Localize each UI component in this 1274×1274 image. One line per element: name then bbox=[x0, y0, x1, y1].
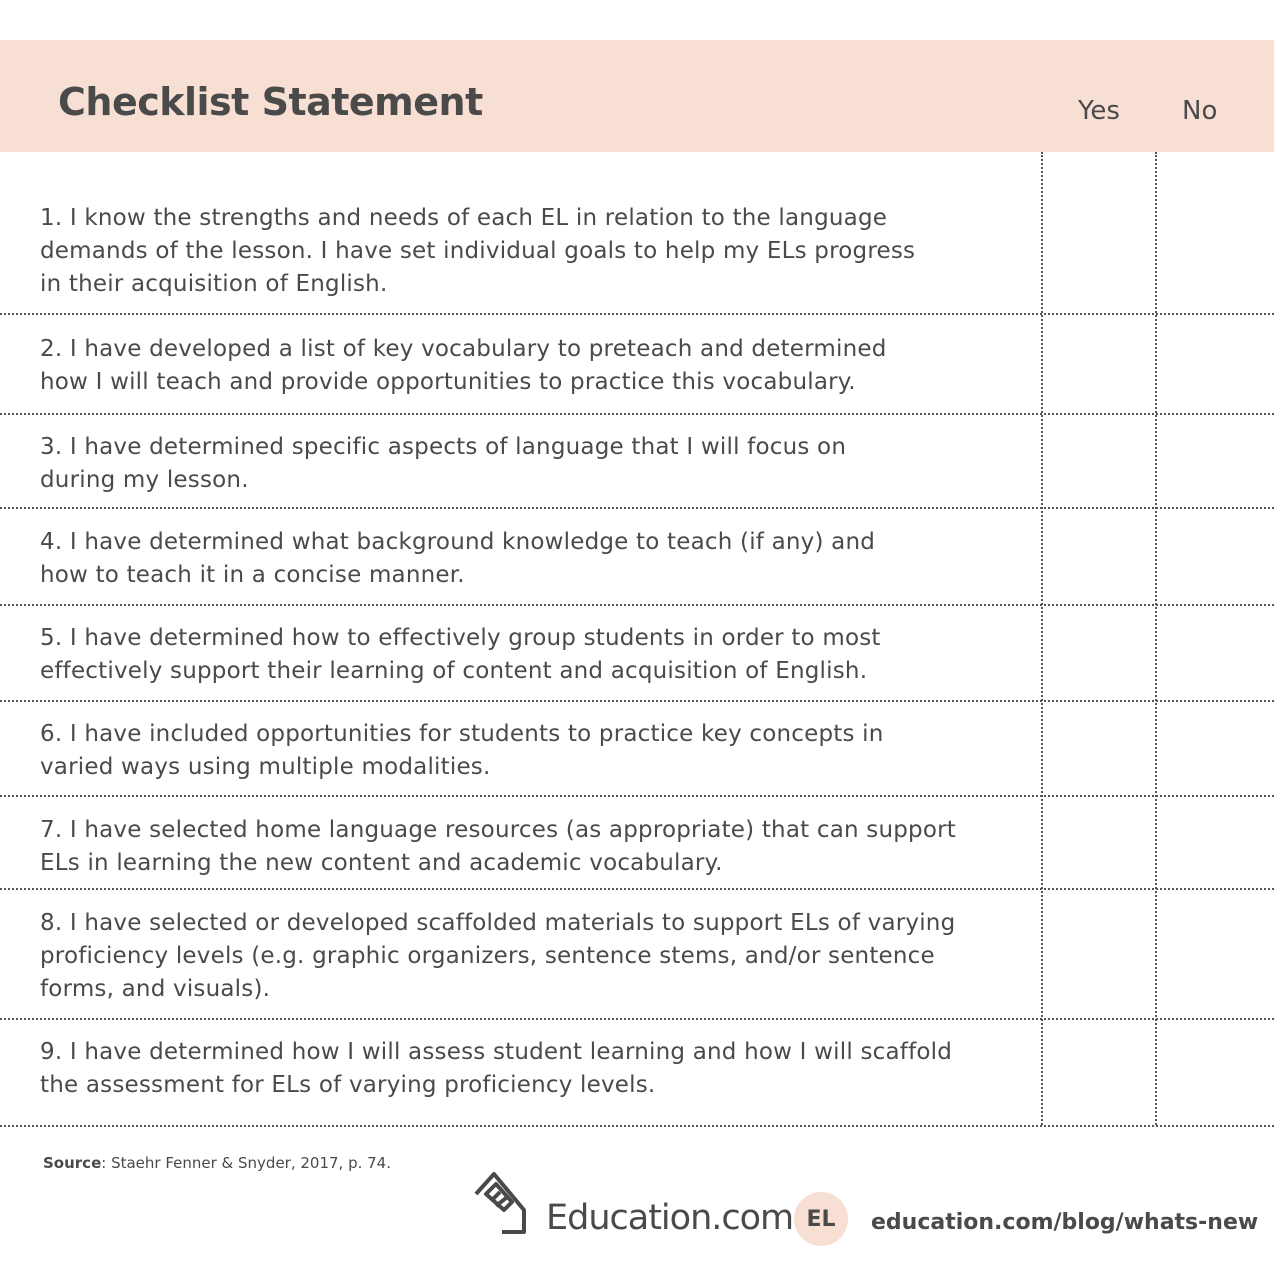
checklist-row: 3. I have determined specific aspects of… bbox=[0, 415, 1274, 509]
checklist-statement: 9. I have determined how I will assess s… bbox=[40, 1036, 952, 1102]
checkbox-cell-yes[interactable] bbox=[1043, 1020, 1156, 1125]
checkbox-cell-no[interactable] bbox=[1157, 702, 1274, 795]
checklist-statement: 4. I have determined what background kno… bbox=[40, 526, 875, 592]
checklist-row: 8. I have selected or developed scaffold… bbox=[0, 890, 1274, 1020]
statement-line: in their acquisition of English. bbox=[40, 271, 388, 297]
checkbox-cell-yes[interactable] bbox=[1043, 509, 1156, 604]
statement-line: 8. I have selected or developed scaffold… bbox=[40, 910, 956, 936]
column-header-yes: Yes bbox=[1078, 96, 1120, 126]
checklist-row: 9. I have determined how I will assess s… bbox=[0, 1020, 1274, 1127]
statement-line: how I will teach and provide opportuniti… bbox=[40, 369, 856, 395]
statement-line: during my lesson. bbox=[40, 467, 249, 493]
statement-line: 4. I have determined what background kno… bbox=[40, 529, 876, 555]
statement-line: 9. I have determined how I will assess s… bbox=[40, 1039, 953, 1065]
checkbox-cell-no[interactable] bbox=[1157, 797, 1274, 888]
checkbox-cell-yes[interactable] bbox=[1043, 702, 1156, 795]
checklist-statement: 3. I have determined specific aspects of… bbox=[40, 431, 846, 497]
checklist-row: 5. I have determined how to effectively … bbox=[0, 606, 1274, 702]
header-band bbox=[0, 40, 1274, 152]
el-badge: EL bbox=[794, 1192, 848, 1246]
statement-line: forms, and visuals). bbox=[40, 976, 271, 1002]
checkbox-cell-no[interactable] bbox=[1157, 415, 1274, 507]
checklist-row: 6. I have included opportunities for stu… bbox=[0, 702, 1274, 797]
page-title: Checklist Statement bbox=[58, 80, 483, 124]
checkbox-cell-yes[interactable] bbox=[1043, 315, 1156, 413]
checkbox-cell-no[interactable] bbox=[1157, 315, 1274, 413]
checkbox-cell-yes[interactable] bbox=[1043, 152, 1156, 313]
statement-line: demands of the lesson. I have set indivi… bbox=[40, 238, 916, 264]
source-citation: Source: Staehr Fenner & Snyder, 2017, p.… bbox=[43, 1154, 391, 1172]
statement-line: ELs in learning the new content and acad… bbox=[40, 850, 723, 876]
statement-line: 7. I have selected home language resourc… bbox=[40, 817, 956, 843]
education-logo-icon bbox=[474, 1172, 526, 1234]
checklist-statement: 8. I have selected or developed scaffold… bbox=[40, 907, 955, 1006]
checklist-row: 2. I have developed a list of key vocabu… bbox=[0, 315, 1274, 415]
checkbox-cell-no[interactable] bbox=[1157, 606, 1274, 700]
checklist-statement: 5. I have determined how to effectively … bbox=[40, 622, 881, 688]
statement-line: how to teach it in a concise manner. bbox=[40, 562, 465, 588]
checkbox-cell-no[interactable] bbox=[1157, 1020, 1274, 1125]
checklist-row: 1. I know the strengths and needs of eac… bbox=[0, 152, 1274, 315]
yes-column-divider bbox=[1041, 152, 1043, 1125]
statement-line: 3. I have determined specific aspects of… bbox=[40, 434, 847, 460]
checkbox-cell-yes[interactable] bbox=[1043, 606, 1156, 700]
checkbox-cell-yes[interactable] bbox=[1043, 797, 1156, 888]
checklist-statement: 1. I know the strengths and needs of eac… bbox=[40, 202, 915, 301]
checklist-row: 4. I have determined what background kno… bbox=[0, 509, 1274, 606]
checkbox-cell-no[interactable] bbox=[1157, 152, 1274, 313]
brand-name: Education.com bbox=[546, 1198, 794, 1238]
source-label: Source bbox=[43, 1154, 102, 1172]
statement-line: the assessment for ELs of varying profic… bbox=[40, 1072, 656, 1098]
statement-line: 6. I have included opportunities for stu… bbox=[40, 721, 884, 747]
statement-line: 5. I have determined how to effectively … bbox=[40, 625, 881, 651]
checklist-statement: 6. I have included opportunities for stu… bbox=[40, 718, 884, 784]
statement-line: 2. I have developed a list of key vocabu… bbox=[40, 336, 887, 362]
checkbox-cell-no[interactable] bbox=[1157, 509, 1274, 604]
statement-line: 1. I know the strengths and needs of eac… bbox=[40, 205, 888, 231]
source-text: : Staehr Fenner & Snyder, 2017, p. 74. bbox=[101, 1154, 391, 1172]
checklist-statement: 7. I have selected home language resourc… bbox=[40, 814, 956, 880]
blog-url-link[interactable]: education.com/blog/whats-new bbox=[871, 1210, 1259, 1235]
statement-line: proficiency levels (e.g. graphic organiz… bbox=[40, 943, 935, 969]
no-column-divider bbox=[1155, 152, 1157, 1125]
checklist-row: 7. I have selected home language resourc… bbox=[0, 797, 1274, 890]
statement-line: varied ways using multiple modalities. bbox=[40, 754, 491, 780]
checkbox-cell-no[interactable] bbox=[1157, 890, 1274, 1018]
checkbox-cell-yes[interactable] bbox=[1043, 890, 1156, 1018]
column-header-no: No bbox=[1182, 96, 1218, 126]
checklist-statement: 2. I have developed a list of key vocabu… bbox=[40, 333, 887, 399]
checkbox-cell-yes[interactable] bbox=[1043, 415, 1156, 507]
statement-line: effectively support their learning of co… bbox=[40, 658, 868, 684]
